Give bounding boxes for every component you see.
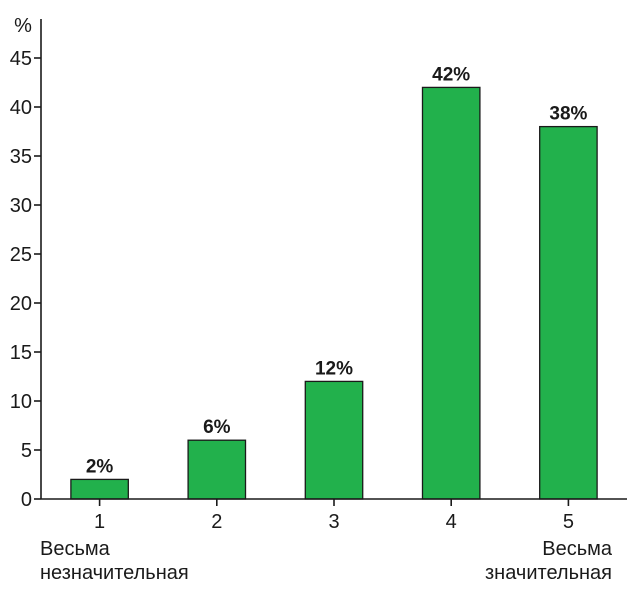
x-tick-label: 4 bbox=[446, 511, 457, 533]
y-tick-label: 0 bbox=[21, 489, 32, 511]
data-label: 12% bbox=[315, 358, 353, 379]
y-tick-label: 20 bbox=[10, 293, 32, 315]
bar bbox=[187, 439, 247, 500]
y-tick-label: 10 bbox=[10, 391, 32, 413]
x-tick-label: 2 bbox=[211, 511, 222, 533]
scale-note-low-line1: Весьма bbox=[40, 538, 111, 560]
data-label: 42% bbox=[432, 64, 470, 85]
x-tick-label: 5 bbox=[563, 511, 574, 533]
y-tick-label: 25 bbox=[10, 244, 32, 266]
bars: 2% 6% 12% 42% 38% bbox=[70, 64, 598, 500]
y-axis-ticks: 0 5 10 15 20 25 30 35 40 45 bbox=[10, 48, 41, 511]
x-tick-label: 3 bbox=[328, 511, 339, 533]
x-tick-label: 1 bbox=[94, 511, 105, 533]
bar bbox=[70, 478, 129, 500]
y-tick-label: 15 bbox=[10, 342, 32, 364]
y-tick-label: 5 bbox=[21, 440, 32, 462]
bar bbox=[304, 380, 364, 500]
scale-note-high-line1: Весьма bbox=[542, 538, 613, 560]
data-label: 38% bbox=[549, 104, 587, 125]
scale-note-high-line2: значительная bbox=[485, 562, 612, 584]
y-tick-label: 40 bbox=[10, 97, 32, 119]
data-label: 2% bbox=[86, 456, 114, 477]
x-axis-ticks: 1 2 3 4 5 bbox=[94, 499, 574, 533]
scale-note-low-line2: незначительная bbox=[40, 562, 189, 584]
y-unit-label: % bbox=[14, 15, 32, 37]
y-tick-label: 35 bbox=[10, 146, 32, 168]
bar bbox=[539, 125, 598, 500]
y-tick-label: 30 bbox=[10, 195, 32, 217]
bar bbox=[421, 86, 481, 500]
data-label: 6% bbox=[203, 417, 231, 438]
y-tick-label: 45 bbox=[10, 48, 32, 70]
